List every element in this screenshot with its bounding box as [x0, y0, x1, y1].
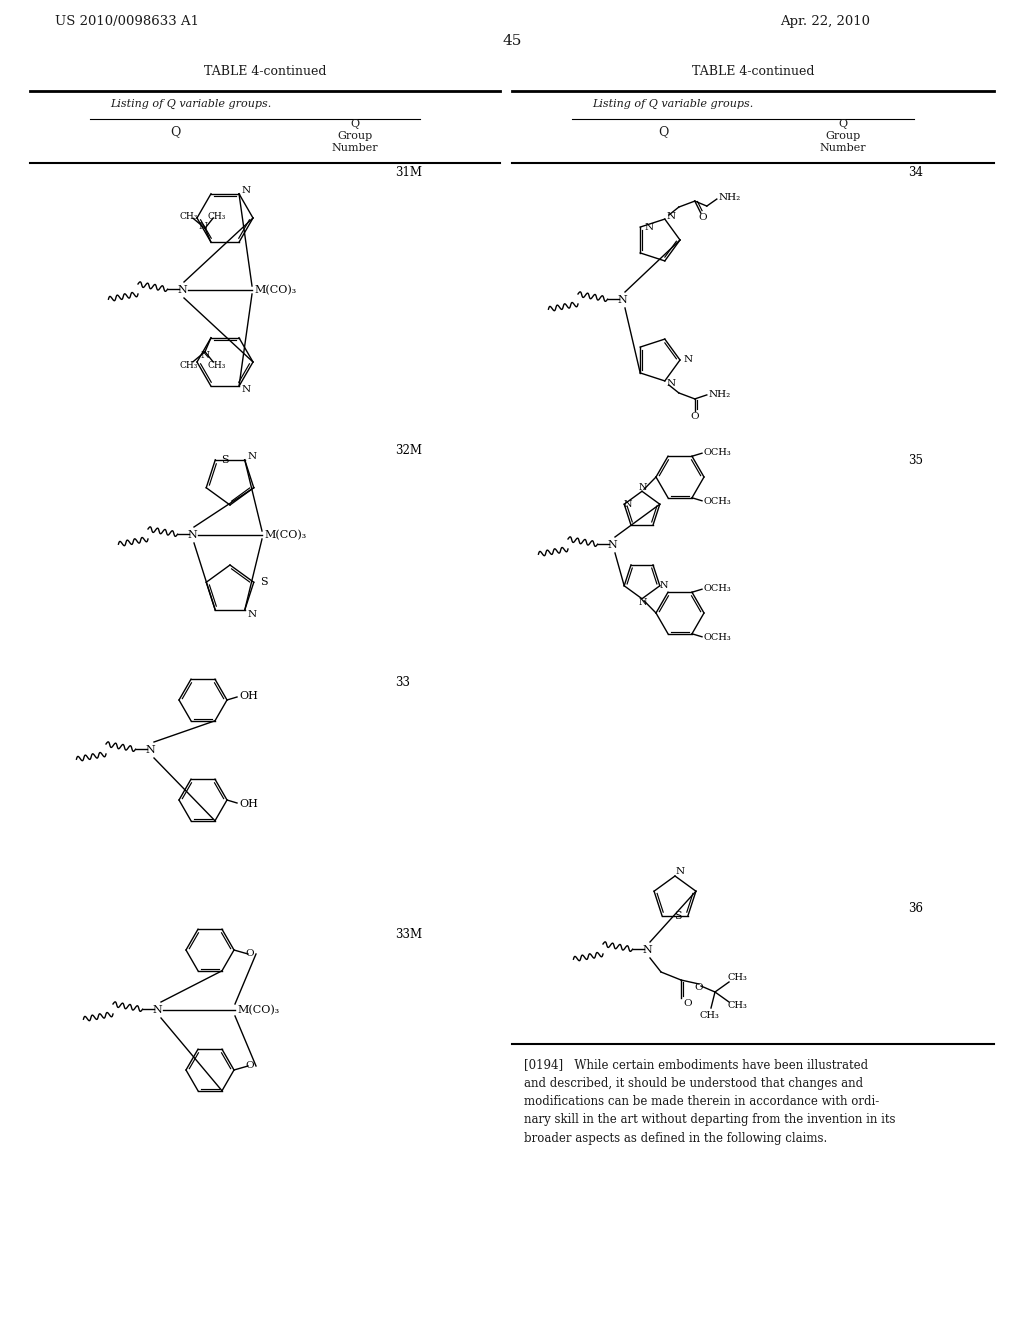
Text: CH₃: CH₃	[727, 974, 746, 982]
Text: N: N	[187, 531, 197, 540]
Text: Number: Number	[819, 143, 866, 153]
Text: CH₃: CH₃	[208, 362, 226, 370]
Text: CH₃: CH₃	[208, 211, 226, 220]
Text: 33: 33	[395, 676, 410, 689]
Text: CH₃: CH₃	[180, 362, 199, 370]
Text: S: S	[221, 455, 229, 465]
Text: Q: Q	[839, 119, 848, 129]
Text: N: N	[667, 379, 676, 388]
Text: OCH₃: OCH₃	[705, 498, 732, 507]
Text: Number: Number	[332, 143, 378, 153]
Text: NH₂: NH₂	[719, 193, 741, 202]
Text: N: N	[659, 581, 668, 590]
Text: Group: Group	[825, 131, 860, 141]
Text: N: N	[177, 285, 186, 294]
Text: CH₃: CH₃	[180, 211, 199, 220]
Text: N: N	[248, 453, 257, 461]
Text: 32M: 32M	[395, 444, 422, 457]
Text: OH: OH	[239, 799, 258, 809]
Text: N: N	[242, 186, 251, 195]
Text: N: N	[201, 351, 210, 360]
Text: Listing of Q variable groups.: Listing of Q variable groups.	[110, 99, 271, 110]
Text: N: N	[153, 1005, 162, 1015]
Text: N: N	[242, 384, 251, 393]
Text: Group: Group	[337, 131, 373, 141]
Text: Q: Q	[350, 119, 359, 129]
Text: 31M: 31M	[395, 165, 422, 178]
Text: N: N	[145, 744, 155, 755]
Text: Apr. 22, 2010: Apr. 22, 2010	[780, 15, 870, 28]
Text: M(CO)₃: M(CO)₃	[264, 529, 306, 540]
Text: N: N	[248, 610, 257, 619]
Text: N: N	[199, 222, 208, 231]
Text: 33M: 33M	[395, 928, 422, 941]
Text: Listing of Q variable groups.: Listing of Q variable groups.	[592, 99, 754, 110]
Text: N: N	[667, 211, 676, 220]
Text: OCH₃: OCH₃	[705, 634, 732, 643]
Text: 35: 35	[908, 454, 923, 466]
Text: NH₂: NH₂	[709, 391, 731, 400]
Text: Q: Q	[657, 125, 669, 139]
Text: US 2010/0098633 A1: US 2010/0098633 A1	[55, 15, 199, 28]
Text: N: N	[639, 598, 647, 607]
Text: [0194]   While certain embodiments have been illustrated
and described, it shoul: [0194] While certain embodiments have be…	[524, 1059, 896, 1144]
Text: O: O	[683, 999, 691, 1008]
Text: S: S	[675, 911, 682, 921]
Text: N: N	[676, 867, 685, 876]
Text: N: N	[644, 223, 653, 231]
Text: N: N	[607, 540, 616, 550]
Text: O: O	[690, 412, 699, 421]
Text: N: N	[639, 483, 647, 492]
Text: TABLE 4-continued: TABLE 4-continued	[204, 65, 327, 78]
Text: O: O	[246, 1061, 254, 1071]
Text: O: O	[694, 983, 703, 993]
Text: M(CO)₃: M(CO)₃	[254, 285, 296, 296]
Text: TABLE 4-continued: TABLE 4-continued	[692, 65, 814, 78]
Text: O: O	[698, 213, 708, 222]
Text: M(CO)₃: M(CO)₃	[237, 1005, 280, 1015]
Text: Q: Q	[170, 125, 180, 139]
Text: 45: 45	[503, 34, 521, 48]
Text: O: O	[246, 949, 254, 958]
Text: N: N	[684, 355, 693, 364]
Text: N: N	[617, 294, 627, 305]
Text: CH₃: CH₃	[699, 1011, 719, 1020]
Text: OCH₃: OCH₃	[705, 447, 732, 457]
Text: CH₃: CH₃	[727, 1002, 746, 1011]
Text: 36: 36	[908, 902, 923, 915]
Text: S: S	[260, 577, 267, 587]
Text: OCH₃: OCH₃	[705, 583, 732, 593]
Text: N: N	[624, 500, 633, 508]
Text: OH: OH	[239, 690, 258, 701]
Text: N: N	[642, 945, 652, 954]
Text: 34: 34	[908, 165, 923, 178]
